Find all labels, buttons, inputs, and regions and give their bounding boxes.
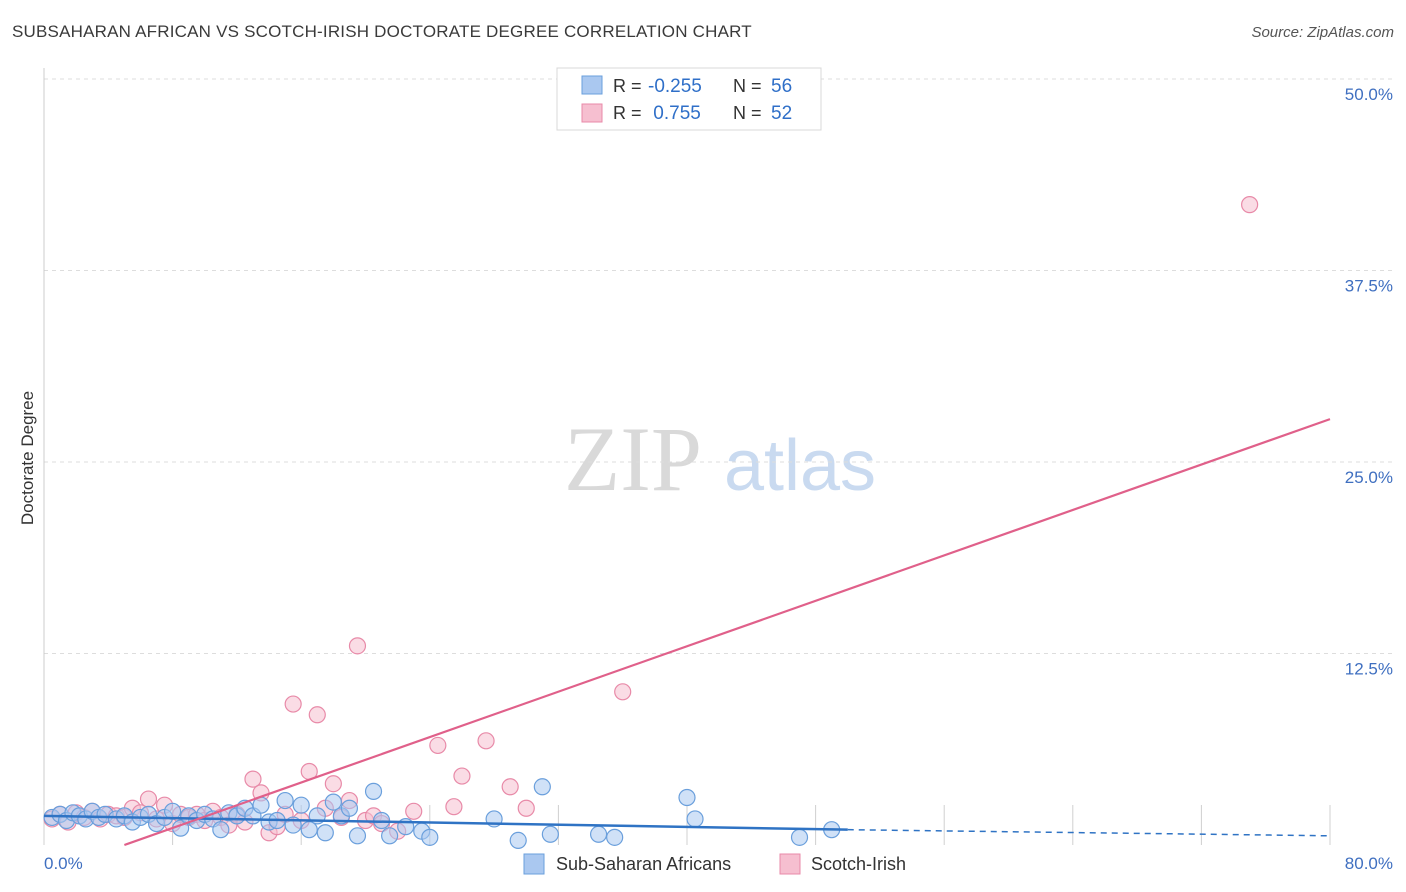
y-tick-labels: 12.5% 25.0% 37.5% 50.0%	[1345, 85, 1393, 679]
stats-r-value-pink: 0.755	[648, 103, 701, 124]
sub-saharan-point	[364, 782, 383, 800]
x-tick-label-min: 0.0%	[44, 854, 83, 873]
sub-saharan-point	[348, 827, 367, 845]
sub-saharan-point	[381, 827, 399, 845]
legend-label-scotch-irish[interactable]: Scotch-Irish	[811, 854, 906, 874]
stats-n-label-blue: N =	[733, 76, 762, 96]
stats-n-value-pink: 52	[771, 103, 792, 124]
y-tick-label: 12.5%	[1345, 660, 1393, 679]
sub-saharan-point	[790, 828, 809, 846]
scotch-irish-point	[139, 790, 158, 808]
y-tick-label: 50.0%	[1345, 85, 1393, 104]
stats-swatch-pink	[581, 103, 603, 123]
scotch-irish-point	[284, 695, 302, 713]
scotch-irish-point	[429, 736, 447, 755]
scotch-irish-point	[501, 778, 519, 796]
scotch-irish-point	[308, 706, 326, 724]
series-legend: Sub-Saharan Africans Scotch-Irish	[523, 853, 906, 875]
sub-saharan-trend-extension	[847, 828, 1331, 837]
y-tick-label: 25.0%	[1345, 468, 1393, 487]
scotch-irish-point	[244, 770, 262, 788]
sub-saharan-point	[212, 821, 230, 839]
scotch-irish-points	[43, 196, 1259, 842]
watermark-zip: ZIP	[564, 408, 702, 510]
scotch-irish-point	[453, 767, 471, 785]
sub-saharan-point	[292, 796, 310, 814]
sub-saharan-point	[509, 831, 527, 850]
legend-swatch-scotch-irish[interactable]	[779, 853, 801, 875]
stats-swatch-blue	[581, 75, 603, 95]
scotch-irish-point	[445, 798, 463, 816]
source-credit: Source: ZipAtlas.com	[1251, 24, 1394, 41]
stats-n-label-pink: N =	[733, 103, 762, 123]
scotch-irish-point	[405, 802, 423, 820]
scotch-irish-point	[517, 799, 535, 817]
stats-r-label-pink: R =	[613, 103, 642, 123]
sub-saharan-point	[686, 810, 704, 828]
sub-saharan-point	[316, 824, 334, 842]
legend-label-sub-saharan[interactable]: Sub-Saharan Africans	[556, 854, 731, 874]
chart-title: SUBSAHARAN AFRICAN VS SCOTCH-IRISH DOCTO…	[12, 22, 752, 41]
sub-saharan-point	[606, 828, 624, 846]
sub-saharan-point	[678, 788, 696, 807]
stats-n-value-blue: 56	[771, 76, 792, 97]
sub-saharan-trend-line	[43, 814, 848, 831]
sub-saharan-point	[421, 828, 439, 846]
sub-saharan-point	[533, 778, 551, 796]
x-tick-label-max: 80.0%	[1345, 854, 1393, 873]
scotch-irish-point	[1241, 196, 1259, 214]
scotch-irish-point	[348, 637, 367, 655]
sub-saharan-point	[340, 799, 359, 817]
sub-saharan-point	[589, 825, 608, 843]
sub-saharan-points	[43, 778, 841, 850]
legend-swatch-sub-saharan[interactable]	[523, 853, 545, 875]
sub-saharan-point	[541, 825, 559, 843]
y-tick-label: 37.5%	[1345, 277, 1393, 296]
stats-r-value-blue: -0.255	[648, 76, 702, 97]
stats-r-label-blue: R =	[613, 76, 642, 96]
scotch-irish-trend-line	[124, 418, 1331, 847]
sub-saharan-point	[324, 793, 342, 811]
scotch-irish-point	[614, 683, 632, 701]
scotch-irish-point	[477, 732, 495, 750]
sub-saharan-point	[276, 791, 294, 810]
trend-lines	[43, 418, 1331, 847]
watermark-atlas: atlas	[724, 426, 876, 506]
stats-legend: R = -0.255 N = 56 R = 0.755 N = 52	[556, 67, 822, 131]
scotch-irish-point	[324, 775, 342, 793]
gridlines	[44, 78, 1392, 654]
y-axis-title: Doctorate Degree	[18, 391, 37, 525]
